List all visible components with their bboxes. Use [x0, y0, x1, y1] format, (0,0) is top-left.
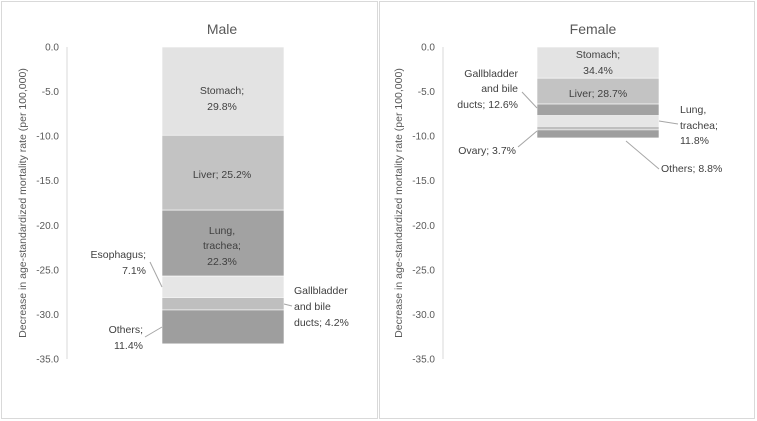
bar-segment-lung-trachea [536, 115, 660, 127]
y-axis-title: Decrease in age-standardized mortality r… [17, 68, 29, 338]
leader-line-esophagus [149, 261, 163, 288]
y-tick-label: -35.0 [36, 355, 59, 366]
bar-segment-esophagus [161, 275, 285, 298]
y-tick-label: -10.0 [412, 132, 435, 143]
bar-segment-gallbladder-and-bile-ducts [536, 103, 660, 116]
bar-segment-others [536, 129, 660, 139]
leader-line-ovary [517, 130, 538, 148]
bar-segment-liver [161, 134, 285, 211]
data-label-esophagus: Esophagus; 7.1% [91, 249, 146, 277]
leader-line-others [144, 326, 163, 338]
y-tick-label: -20.0 [36, 221, 59, 232]
chart-title: Male [207, 21, 238, 37]
female-chart-panel: Female 0.0 -5.0 -10.0 -15.0 -20.0 -25.0 -30.0 -3… [379, 1, 755, 419]
y-tick-label: 0.0 [45, 43, 59, 54]
bar-segment-others [161, 309, 285, 345]
data-label-liver: Liver; 25.2% [193, 169, 251, 181]
female-chart: Female 0.0 -5.0 -10.0 -15.0 -20.0 -25.0 -30.0 -3… [393, 21, 722, 366]
data-label-stomach: Stomach; 34.4% [576, 49, 620, 77]
y-tick-label: -25.0 [36, 265, 59, 276]
data-label-lung-trachea: Lung, trachea; 11.8% [680, 104, 718, 147]
y-tick-label: -20.0 [412, 221, 435, 232]
y-tick-label: -5.0 [42, 87, 60, 98]
data-label-lung-trachea: Lung, trachea; 22.3% [203, 225, 241, 268]
y-tick-label: -15.0 [36, 176, 59, 187]
y-tick-label: 0.0 [421, 43, 435, 54]
bar-segment-liver [536, 77, 660, 105]
leader-line-lung-trachea [658, 120, 679, 125]
data-label-stomach: Stomach; 29.8% [200, 85, 244, 113]
bar-segment-gallbladder-and-bile-ducts [161, 297, 285, 311]
data-label-others: Others; 8.8% [661, 163, 722, 175]
data-label-ovary: Ovary; 3.7% [458, 145, 516, 157]
y-tick-label: -10.0 [36, 132, 59, 143]
y-tick-label: -15.0 [412, 176, 435, 187]
leader-line-others [625, 140, 660, 170]
leader-line-gallbladder-and-bile-ducts [521, 91, 538, 109]
bar-segment-ovary [536, 126, 660, 131]
leader-line-gallbladder-and-bile-ducts [283, 303, 293, 307]
male-chart: Male 0.0 -5.0 -10.0 -15.0 -20.0 -25.0 -30.0 -35.… [17, 21, 349, 366]
data-label-gallbladder-and-bile-ducts: Gallbladder and bile ducts; 12.6% [457, 68, 518, 111]
data-label-gallbladder-and-bile-ducts: Gallbladder and bile ducts; 4.2% [294, 285, 349, 329]
y-tick-label: -25.0 [412, 265, 435, 276]
y-axis-title: Decrease in age-standardized mortality r… [393, 68, 405, 338]
bar-segment-stomach [536, 46, 660, 79]
data-label-others: Others; 11.4% [109, 324, 143, 352]
chart-title: Female [570, 21, 617, 37]
data-label-liver: Liver; 28.7% [569, 88, 627, 100]
y-tick-label: -30.0 [412, 310, 435, 321]
y-tick-label: -35.0 [412, 355, 435, 366]
male-chart-panel: Male 0.0 -5.0 -10.0 -15.0 -20.0 -25.0 -30.0 -35.… [1, 1, 378, 419]
y-tick-label: -30.0 [36, 310, 59, 321]
y-tick-label: -5.0 [418, 87, 436, 98]
